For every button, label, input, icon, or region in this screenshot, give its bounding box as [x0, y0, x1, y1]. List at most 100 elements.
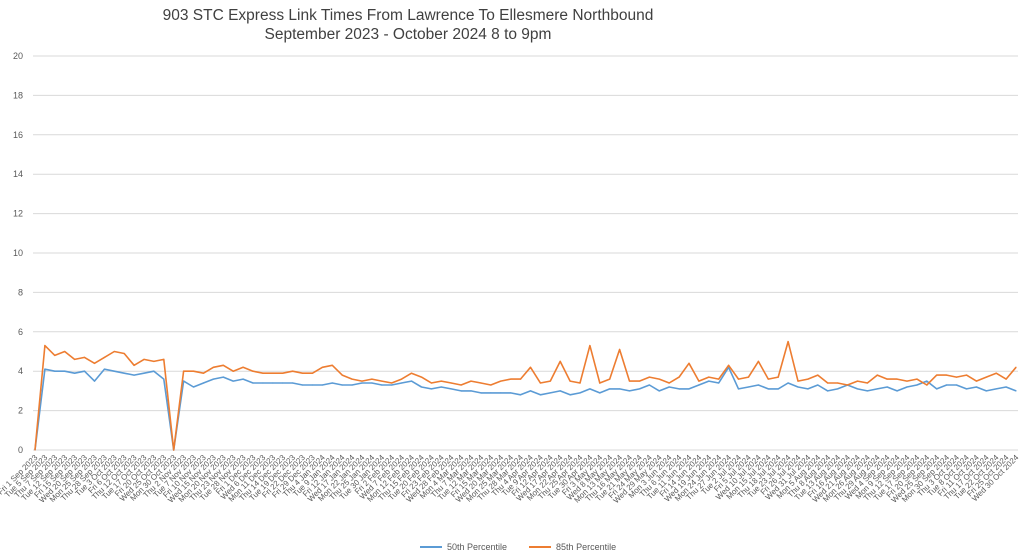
data-point-50th: [460, 390, 462, 392]
data-point-85th: [143, 358, 145, 360]
data-point-50th: [222, 376, 224, 378]
data-point-85th: [609, 378, 611, 380]
data-point-50th: [262, 382, 264, 384]
data-point-50th: [292, 382, 294, 384]
legend-swatch-85th: [529, 546, 552, 548]
y-tick-label: 16: [13, 130, 23, 140]
data-point-85th: [103, 356, 105, 359]
data-point-50th: [678, 388, 680, 390]
data-point-50th: [470, 390, 472, 392]
data-point-50th: [133, 374, 135, 376]
data-point-85th: [787, 341, 789, 343]
data-point-50th: [282, 382, 284, 384]
data-point-85th: [113, 350, 115, 353]
data-point-85th: [579, 382, 581, 384]
y-tick-label: 20: [13, 51, 23, 61]
data-point-85th: [192, 370, 195, 372]
data-point-50th: [946, 384, 948, 386]
data-point-85th: [817, 374, 819, 376]
data-point-85th: [728, 364, 730, 366]
data-point-85th: [539, 382, 541, 384]
data-point-85th: [123, 352, 125, 355]
data-point-50th: [519, 394, 522, 396]
y-tick-label: 2: [18, 406, 23, 416]
y-tick-label: 8: [18, 287, 23, 297]
data-point-50th: [74, 372, 76, 374]
data-point-50th: [757, 384, 759, 386]
data-point-50th: [371, 382, 373, 384]
data-point-50th: [480, 392, 482, 394]
data-point-85th: [529, 366, 532, 368]
y-tick-label: 10: [13, 248, 23, 258]
y-tick-label: 18: [13, 90, 23, 100]
data-point-50th: [698, 384, 700, 386]
data-point-85th: [450, 382, 452, 384]
data-point-85th: [430, 382, 432, 384]
data-point-85th: [391, 382, 393, 384]
data-point-50th: [351, 384, 353, 386]
data-point-85th: [599, 382, 601, 384]
data-point-50th: [926, 380, 928, 382]
data-point-50th: [886, 386, 888, 388]
legend-item-85th: 85th Percentile: [529, 542, 616, 552]
data-point-50th: [212, 378, 214, 380]
data-point-50th: [658, 390, 660, 392]
data-point-85th: [361, 380, 363, 382]
y-tick-label: 4: [18, 366, 23, 376]
data-point-85th: [74, 358, 76, 360]
data-point-85th: [202, 372, 205, 374]
legend-label-85th: 85th Percentile: [556, 542, 617, 552]
data-point-85th: [896, 378, 898, 380]
data-point-50th: [837, 388, 839, 390]
data-point-85th: [856, 380, 859, 382]
data-point-85th: [628, 380, 631, 382]
data-point-50th: [787, 382, 789, 384]
data-point-50th: [54, 370, 56, 372]
series-lines: [34, 340, 1017, 451]
data-point-85th: [341, 374, 343, 376]
data-point-50th: [153, 370, 155, 372]
data-point-85th: [420, 376, 423, 378]
data-point-85th: [272, 372, 274, 374]
data-point-85th: [331, 364, 333, 366]
legend-swatch-50th: [420, 546, 442, 548]
y-tick-label: 14: [13, 169, 23, 179]
data-point-50th: [500, 392, 502, 394]
data-point-85th: [351, 378, 353, 380]
data-point-85th: [846, 384, 849, 386]
data-point-85th: [1005, 378, 1007, 380]
data-point-85th: [658, 378, 660, 380]
data-point-50th: [440, 386, 442, 388]
data-point-50th: [341, 384, 343, 386]
data-point-50th: [252, 382, 254, 384]
data-point-85th: [470, 380, 472, 382]
data-point-85th: [440, 380, 442, 382]
y-tick-label: 0: [18, 445, 23, 455]
data-point-85th: [163, 358, 165, 360]
data-point-85th: [410, 372, 413, 374]
legend: 50th Percentile 85th Percentile: [420, 542, 616, 552]
data-point-85th: [183, 370, 185, 372]
data-point-50th: [817, 384, 819, 386]
data-point-85th: [282, 372, 284, 374]
data-point-85th: [747, 376, 750, 378]
legend-item-50th: 50th Percentile: [420, 542, 507, 552]
data-point-85th: [936, 374, 938, 376]
data-point-50th: [827, 390, 829, 392]
data-point-85th: [777, 376, 779, 378]
data-point-50th: [143, 372, 145, 374]
data-point-85th: [490, 384, 492, 386]
data-point-85th: [906, 380, 908, 382]
data-point-85th: [54, 354, 56, 357]
data-point-50th: [420, 386, 423, 388]
data-point-50th: [995, 388, 997, 390]
data-point-85th: [519, 378, 522, 380]
data-point-85th: [321, 366, 323, 368]
data-point-50th: [559, 390, 561, 392]
series-line-50th-percentile: [34, 366, 1017, 451]
data-point-50th: [410, 380, 413, 382]
data-point-85th: [797, 380, 799, 382]
